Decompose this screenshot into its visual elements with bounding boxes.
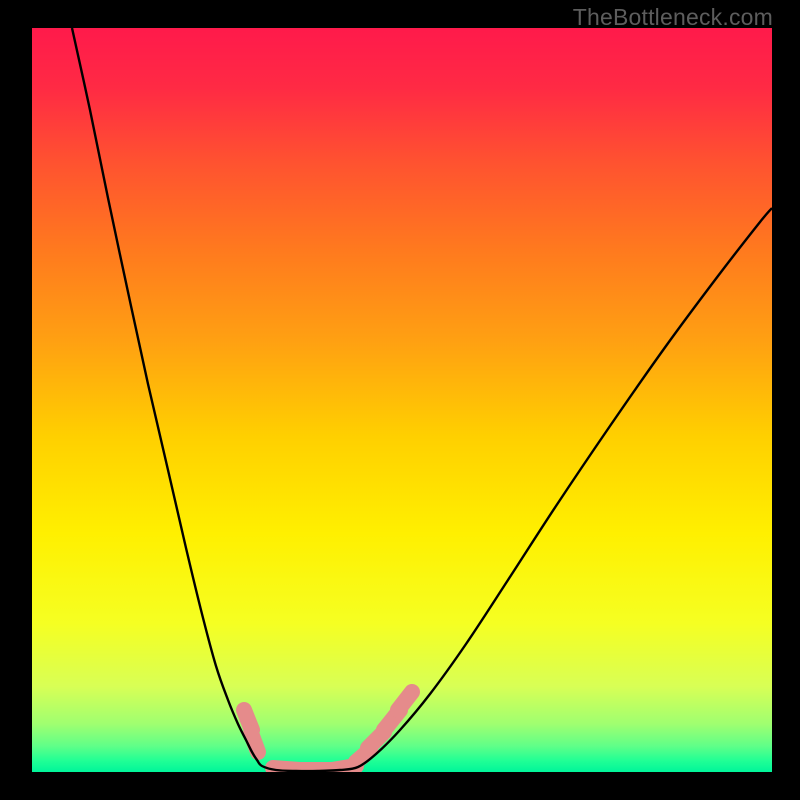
chart-stage: TheBottleneck.com [0,0,800,800]
watermark-text: TheBottleneck.com [573,4,773,31]
plot-gradient-background [32,28,772,772]
